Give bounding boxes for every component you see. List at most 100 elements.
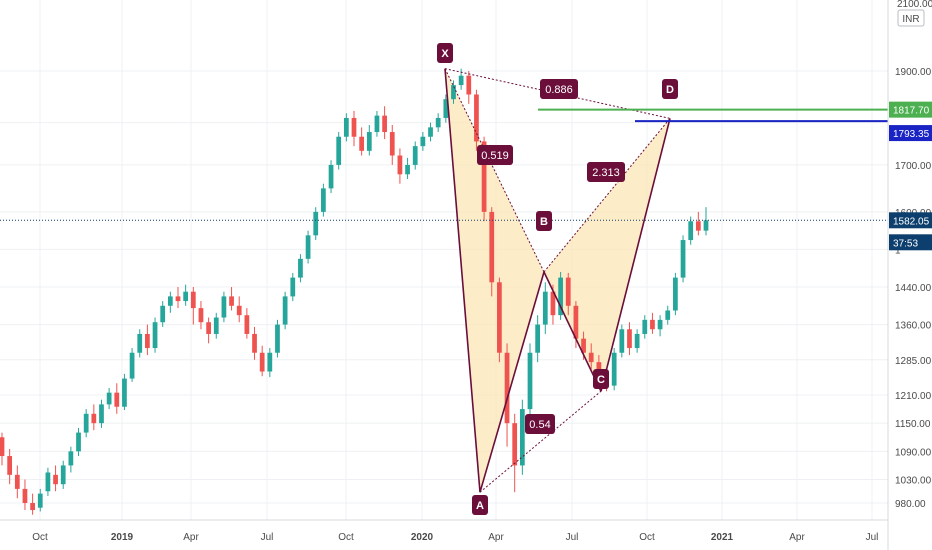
- candle-body[interactable]: [497, 282, 502, 353]
- candle-body[interactable]: [328, 164, 334, 189]
- candle-body[interactable]: [22, 488, 28, 503]
- candle-body[interactable]: [160, 305, 166, 323]
- candle-body[interactable]: [53, 474, 58, 485]
- pattern-point-c-label: C: [597, 374, 605, 386]
- candle-body[interactable]: [122, 378, 127, 407]
- candle-body[interactable]: [588, 352, 594, 363]
- candle-body[interactable]: [451, 85, 456, 100]
- candle-body[interactable]: [282, 296, 288, 325]
- candle-body[interactable]: [443, 99, 449, 118]
- candle-body[interactable]: [152, 322, 158, 349]
- candle-body[interactable]: [504, 352, 510, 424]
- candle-body[interactable]: [190, 291, 196, 309]
- candle-body[interactable]: [489, 211, 495, 283]
- candle-body[interactable]: [680, 240, 686, 278]
- candle-body[interactable]: [703, 220, 709, 231]
- candle-body[interactable]: [405, 164, 410, 175]
- candle-body[interactable]: [298, 258, 303, 278]
- candle-body[interactable]: [428, 127, 433, 137]
- candle-body[interactable]: [359, 136, 365, 151]
- candle-body[interactable]: [76, 432, 81, 452]
- candle-body[interactable]: [565, 277, 571, 306]
- candle-body[interactable]: [519, 409, 525, 466]
- candle-body[interactable]: [642, 319, 648, 334]
- candle-body[interactable]: [351, 117, 357, 137]
- candle-body[interactable]: [343, 117, 349, 137]
- candle-body[interactable]: [0, 437, 5, 457]
- candle-body[interactable]: [481, 141, 487, 212]
- candle-body[interactable]: [145, 333, 150, 349]
- price-tick-label: 1030.00: [895, 476, 932, 487]
- candle-body[interactable]: [474, 94, 479, 142]
- candle-body[interactable]: [206, 322, 211, 334]
- candle-body[interactable]: [581, 338, 586, 353]
- candle-body[interactable]: [213, 317, 219, 334]
- candle-body[interactable]: [221, 296, 227, 318]
- candle-body[interactable]: [665, 310, 671, 320]
- candle-body[interactable]: [527, 352, 533, 410]
- candle-body[interactable]: [275, 324, 280, 353]
- candle-body[interactable]: [550, 291, 556, 316]
- candle-body[interactable]: [366, 132, 372, 151]
- candle-body[interactable]: [37, 493, 43, 508]
- candle-body[interactable]: [389, 132, 395, 156]
- currency-box[interactable]: [897, 9, 925, 27]
- candle-body[interactable]: [99, 404, 104, 424]
- candle-body[interactable]: [305, 235, 311, 259]
- price-marker-current-text: 1582.05: [893, 216, 930, 227]
- candle-body[interactable]: [229, 296, 234, 306]
- candle-body[interactable]: [542, 291, 548, 325]
- candle-body[interactable]: [198, 308, 204, 323]
- candle-body[interactable]: [382, 115, 387, 133]
- candle-body[interactable]: [650, 319, 655, 330]
- price-marker-blue-box: [889, 125, 932, 142]
- candle-body[interactable]: [45, 472, 51, 492]
- candle-body[interactable]: [611, 352, 617, 386]
- candle-body[interactable]: [558, 277, 563, 316]
- candle-body[interactable]: [244, 315, 250, 334]
- candle-body[interactable]: [14, 474, 20, 489]
- candle-body[interactable]: [30, 503, 35, 511]
- candle-body[interactable]: [106, 392, 112, 405]
- candle-body[interactable]: [634, 333, 640, 349]
- candle-body[interactable]: [458, 75, 464, 86]
- candle-body[interactable]: [466, 75, 472, 95]
- candle-body[interactable]: [512, 423, 518, 466]
- candle-body[interactable]: [657, 319, 663, 330]
- candle-body[interactable]: [267, 352, 273, 372]
- candle-body[interactable]: [673, 277, 678, 311]
- candle-body[interactable]: [252, 333, 257, 353]
- pattern-point-x-label: X: [441, 48, 449, 60]
- candle-body[interactable]: [313, 211, 319, 236]
- candle-body[interactable]: [573, 305, 579, 339]
- candle-body[interactable]: [91, 413, 97, 424]
- candle-body[interactable]: [535, 324, 541, 353]
- candle-body[interactable]: [321, 188, 326, 212]
- candle-body[interactable]: [167, 296, 173, 306]
- candle-body[interactable]: [695, 221, 701, 231]
- candle-body[interactable]: [412, 146, 418, 165]
- candle-body[interactable]: [183, 291, 189, 302]
- candle-body[interactable]: [374, 115, 380, 133]
- candle-body[interactable]: [129, 352, 135, 379]
- candle-body[interactable]: [236, 305, 242, 316]
- candle-body[interactable]: [619, 329, 625, 353]
- candle-body[interactable]: [259, 352, 265, 372]
- price-tick-label: 1360.00: [895, 321, 932, 332]
- candle-body[interactable]: [290, 277, 296, 297]
- candle-body[interactable]: [68, 451, 74, 466]
- candle-body[interactable]: [83, 413, 89, 433]
- candle-body[interactable]: [7, 456, 13, 475]
- candle-body[interactable]: [397, 155, 403, 175]
- candle-body[interactable]: [420, 136, 426, 147]
- candle-body[interactable]: [60, 465, 66, 485]
- candle-body[interactable]: [114, 392, 120, 407]
- candle-body[interactable]: [175, 296, 181, 302]
- candle-body[interactable]: [688, 221, 694, 241]
- candle-body[interactable]: [336, 136, 342, 165]
- candle-body[interactable]: [627, 329, 632, 349]
- candle-body[interactable]: [435, 117, 441, 128]
- candle-body[interactable]: [137, 333, 143, 353]
